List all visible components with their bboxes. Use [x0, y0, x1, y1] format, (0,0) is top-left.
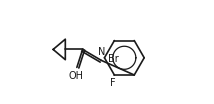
Text: N: N	[98, 47, 105, 57]
Text: F: F	[110, 78, 116, 88]
Text: Br: Br	[108, 54, 118, 64]
Text: OH: OH	[68, 71, 83, 81]
